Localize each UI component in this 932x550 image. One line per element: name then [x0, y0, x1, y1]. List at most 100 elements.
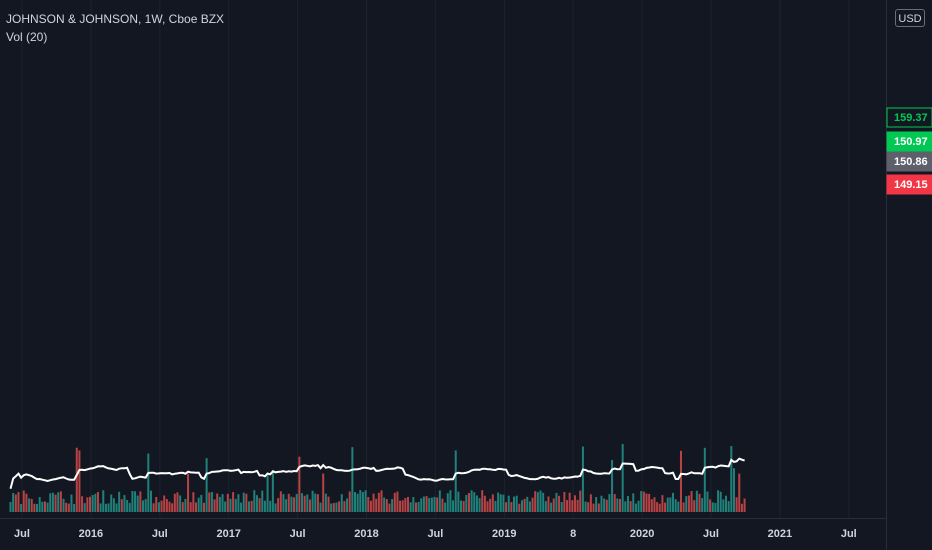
volume-bar — [444, 502, 447, 512]
volume-bar — [205, 458, 208, 512]
volume-bar — [703, 447, 706, 512]
volume-bar — [547, 496, 550, 512]
volume-bar — [486, 501, 489, 512]
x-tick-label: Jul — [14, 528, 30, 540]
volume-bar — [462, 501, 465, 512]
volume-bar — [340, 494, 343, 512]
volume-bar — [672, 492, 675, 512]
volume-bar — [226, 493, 229, 512]
volume-bar — [314, 493, 317, 512]
volume-bar — [433, 497, 436, 512]
volume-bar — [242, 492, 245, 512]
volume-bar — [25, 493, 28, 512]
volume-bar — [316, 494, 319, 512]
volume-bar — [658, 503, 661, 512]
volume-bar — [725, 495, 728, 512]
volume-bar — [351, 447, 354, 512]
volume-bar — [144, 499, 147, 512]
x-tick-label: Jul — [290, 528, 306, 540]
price-tag — [886, 131, 932, 152]
volume-indicator-title[interactable]: Vol (20) — [6, 30, 48, 44]
volume-bar — [701, 498, 704, 512]
currency-button[interactable]: USD — [895, 9, 925, 27]
volume-bar — [123, 495, 126, 512]
volume-bar — [293, 497, 296, 512]
volume-bar — [595, 497, 598, 512]
volume-bar — [311, 490, 314, 512]
volume-bar — [157, 502, 160, 512]
volume-bar — [452, 500, 455, 512]
volume-bar — [147, 453, 150, 512]
volume-bar — [491, 494, 494, 512]
x-tick-label: Jul — [427, 528, 443, 540]
volume-bar — [626, 495, 629, 512]
volume-bar — [187, 473, 190, 512]
volume-bar — [732, 468, 735, 512]
volume-bar — [473, 492, 476, 512]
volume-bar — [513, 496, 516, 512]
price-tags: 159.37 150.97 150.86 149.15 — [886, 107, 932, 195]
volume-bar — [584, 501, 587, 512]
volume-bar — [528, 501, 531, 512]
chart-grid — [21, 0, 850, 518]
volume-bar — [202, 502, 205, 512]
volume-bar — [552, 498, 555, 512]
volume-bar — [375, 498, 378, 512]
volume-bar — [149, 490, 152, 512]
volume-bar — [65, 502, 68, 512]
price-tag-label: 150.86 — [894, 156, 928, 168]
volume-bar — [727, 501, 730, 512]
volume-bar — [248, 501, 251, 512]
volume-bar — [163, 495, 166, 512]
volume-bar — [367, 497, 370, 512]
volume-bar — [372, 493, 375, 512]
volume-bar — [86, 497, 89, 512]
symbol-title[interactable]: JOHNSON & JOHNSON, 1W, Cboe BZX — [6, 12, 225, 26]
volume-bar — [160, 500, 163, 512]
volume-bar — [216, 493, 219, 512]
price-tag — [886, 107, 932, 128]
volume-bar — [195, 502, 198, 512]
volume-bar — [600, 495, 603, 512]
volume-bar — [171, 503, 174, 512]
volume-bar — [502, 494, 505, 512]
volume-bar — [364, 490, 367, 512]
volume-bar — [269, 500, 272, 512]
volume-bar — [359, 490, 362, 512]
volume-bar — [730, 446, 733, 512]
volume-bar — [263, 500, 266, 512]
volume-bar — [653, 497, 656, 512]
volume-bar — [240, 502, 243, 512]
volume-bar — [624, 501, 627, 512]
volume-bar — [128, 502, 131, 512]
volume-bar — [510, 502, 513, 512]
volume-bar — [361, 492, 364, 512]
volume-bar — [192, 492, 195, 512]
volume-bar — [460, 500, 463, 512]
volume-bar — [126, 499, 129, 512]
volume-bar — [417, 501, 420, 512]
volume-bar — [152, 503, 155, 512]
volume-bar — [693, 500, 696, 512]
volume-bar — [110, 494, 113, 512]
volume-bar — [30, 498, 33, 512]
volume-bar — [266, 475, 269, 512]
volume-bar — [409, 502, 412, 512]
volume-bar — [489, 498, 492, 512]
volume-bar — [467, 492, 470, 512]
volume-bar — [118, 491, 121, 512]
volume-bar — [277, 498, 280, 512]
time-axis[interactable]: Jul 2016 Jul 2017 Jul 2018 Jul 2019 8 2020 Jul 2021… — [14, 528, 857, 540]
volume-bar — [338, 501, 341, 512]
volume-bar — [616, 498, 619, 512]
volume-bar — [679, 450, 682, 512]
volume-bar — [75, 447, 78, 512]
volume-bars — [9, 443, 746, 512]
volume-bar — [107, 503, 110, 512]
volume-bar — [420, 498, 423, 512]
x-tick-label: Jul — [152, 528, 168, 540]
volume-bar — [324, 493, 327, 512]
x-tick-label: 2020 — [630, 528, 654, 540]
volume-bar — [414, 502, 417, 512]
